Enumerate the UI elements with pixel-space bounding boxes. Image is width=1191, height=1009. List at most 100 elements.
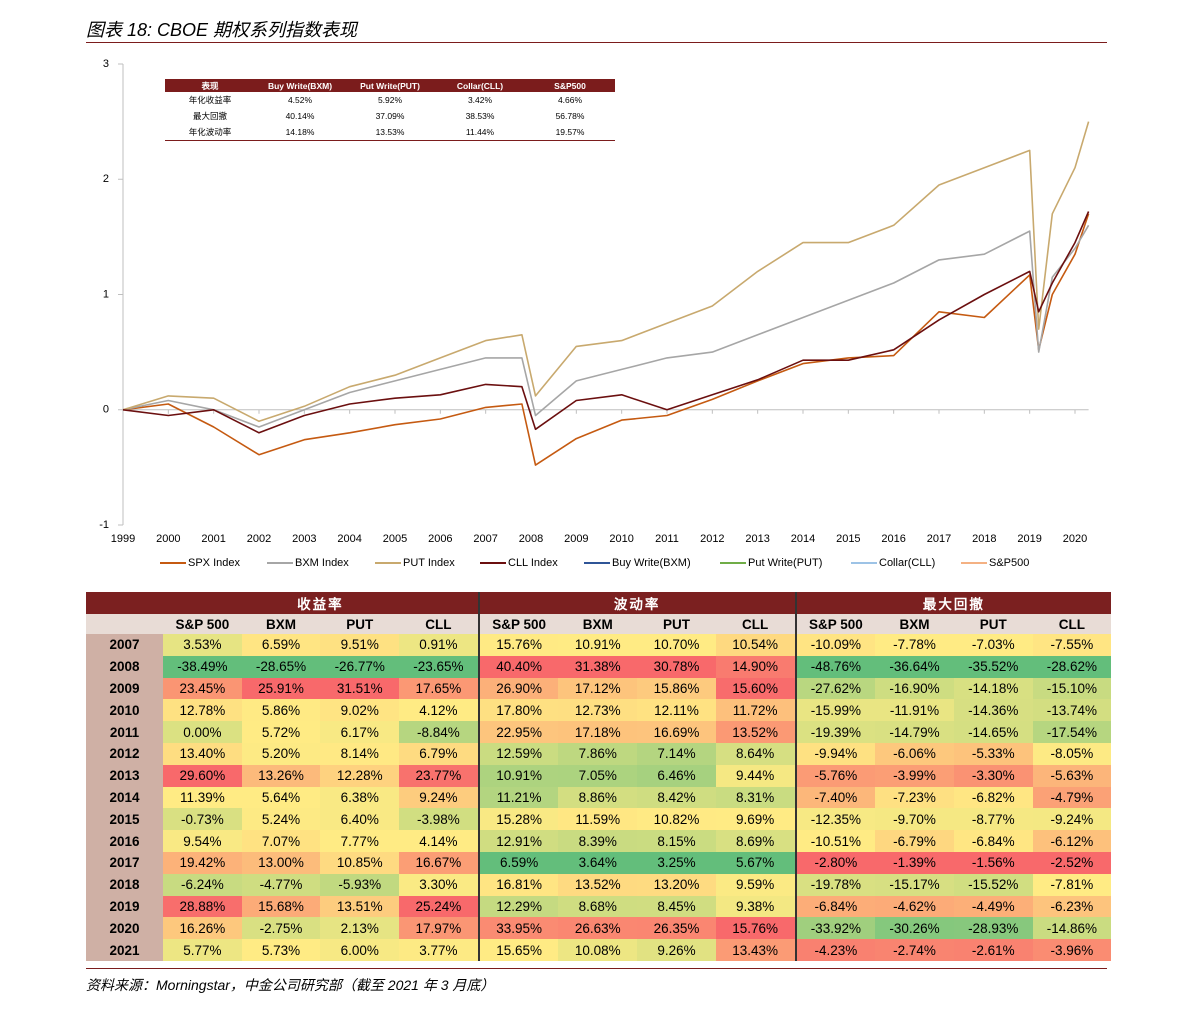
heat-cell: -17.54% [1032,721,1112,743]
heat-cell: -6.12% [1032,830,1112,852]
column-header: BXM [558,614,638,634]
heat-cell: -9.24% [1032,808,1112,831]
heat-cell: -48.76% [794,655,876,678]
data-row: 2009 23.45% 25.91% 31.51% 17.65% 26.90% 17.12%… [86,677,1112,700]
heat-cell: -7.78% [875,634,954,656]
heat-cell: 8.64% [715,742,796,765]
heat-cell: -6.82% [953,786,1033,809]
data-row: 2012 13.40% 5.20% 8.14% 6.79% 12.59% 7.86% 7.14… [86,742,1112,765]
heat-cell: 7.86% [558,742,638,765]
heat-cell: -2.52% [1032,851,1112,874]
heat-cell: -8.05% [1032,742,1112,765]
heat-cell: -14.18% [953,677,1033,700]
heat-cell: 16.69% [637,721,716,743]
inset-cell: 4.52% [287,95,313,105]
data-row: 2016 9.54% 7.07% 7.77% 4.14% 12.91% 8.39% 8.15%… [86,830,1112,852]
heat-cell: 0.00% [163,721,242,743]
heat-cell: 15.76% [715,917,796,940]
heat-cell: -2.80% [794,851,876,874]
x-tick-label: 2005 [383,533,407,545]
title-rule [86,42,1107,43]
inset-cell: 13.53% [345,124,435,141]
heat-cell: 9.44% [715,764,796,787]
row-year: 2010 [86,699,163,722]
heat-cell: 11.21% [477,786,559,809]
row-year: 2014 [86,786,163,809]
heat-cell: 9.59% [715,873,796,896]
inset-cell: 11.44% [435,124,525,141]
heat-cell: -19.78% [794,873,876,896]
heat-cell: 26.90% [477,677,559,700]
x-tick-label: 2007 [473,533,497,545]
source-note: 资料来源：Morningstar，中金公司研究部（截至 2021 年 3 月底） [86,977,495,993]
heat-cell: 12.73% [558,699,638,722]
data-row: 2014 11.39% 5.64% 6.38% 9.24% 11.21% 8.86% 8.42… [86,786,1112,809]
heat-cell: -28.93% [953,917,1033,940]
row-year: 2015 [86,808,163,831]
inset-header-row: 表现 Buy Write(BXM) Put Write(PUT) Collar(CLL… [165,79,615,92]
heat-cell: -23.65% [399,655,479,678]
heat-cell: 15.68% [241,895,321,918]
x-tick-label: 2003 [292,533,316,545]
heat-cell: 19.42% [163,851,242,874]
group-header: 收益率 [163,592,479,614]
legend-label: Put Write(PUT) [748,557,822,569]
y-tick-label: 0 [103,404,109,416]
heat-cell: 12.29% [477,895,559,918]
heat-cell: -3.96% [1032,939,1112,961]
heat-cell: 5.20% [241,742,321,765]
x-tick-label: 2012 [700,533,724,545]
corner-cell [86,592,163,614]
series-line [122,211,1090,434]
heat-cell: 13.52% [558,873,638,896]
heat-cell: 10.82% [637,808,716,831]
heat-cell: -12.35% [794,808,876,831]
x-tick-label: 2017 [927,533,951,545]
figure-title: 图表 18: CBOE 期权系列指数表现 [86,20,358,40]
heat-cell: -0.73% [163,808,242,831]
heat-cell: 9.69% [715,808,796,831]
row-year: 2008 [86,655,163,678]
heat-cell: -28.62% [1032,655,1112,678]
legend-label: CLL Index [508,557,558,569]
heat-cell: -8.77% [953,808,1033,831]
x-tick-label: 2006 [428,533,452,545]
heat-cell: 6.59% [477,851,559,874]
heat-cell: 13.52% [715,721,796,743]
data-row: 2011 0.00% 5.72% 6.17% -8.84% 22.95% 17.18% 16.… [86,721,1112,743]
heat-cell: 4.12% [399,699,479,722]
heat-cell: 5.73% [241,939,321,961]
heat-cell: -2.74% [875,939,954,961]
y-tick-label: 1 [103,288,109,300]
corner-cell [86,614,163,634]
heat-cell: 9.26% [637,939,716,961]
inset-cell: 37.09% [375,111,405,121]
heat-cell: 12.78% [163,699,242,722]
heat-cell: 3.25% [637,851,716,874]
heat-cell: 10.91% [477,764,559,787]
heat-cell: 6.79% [399,742,479,765]
inset-cell: 年化波动率 [165,124,255,141]
heat-cell: -7.03% [953,634,1033,656]
column-header: PUT [320,614,400,634]
heat-cell: -1.39% [875,851,954,874]
row-year: 2012 [86,742,163,765]
heat-cell: -3.99% [875,764,954,787]
heat-cell: -6.06% [875,742,954,765]
heat-cell: -10.09% [794,634,876,656]
heat-cell: -7.23% [875,786,954,809]
x-tick-label: 2018 [972,533,996,545]
heat-cell: 13.20% [637,873,716,896]
heat-cell: 15.65% [477,939,559,961]
column-header: PUT [637,614,716,634]
group-header-row: 收益率 波动率 最大回撤 [86,592,1112,614]
heat-cell: 9.24% [399,786,479,809]
x-tick-label: 2011 [655,533,679,545]
column-header: CLL [399,614,479,634]
heat-cell: 12.28% [320,764,400,787]
inset-cell: 19.57% [525,124,615,141]
column-header-row: S&P 500 BXM PUT CLL S&P 500 BXM PUT CLL S&P 500 B… [86,614,1112,634]
data-row: 2007 3.53% 6.59% 9.51% 0.91% 15.76% 10.91% 10.7… [86,634,1112,656]
heat-cell: -15.52% [953,873,1033,896]
heat-cell: 3.30% [399,873,479,896]
